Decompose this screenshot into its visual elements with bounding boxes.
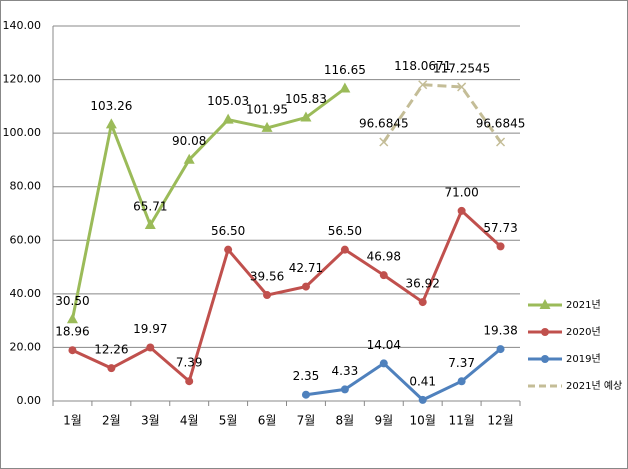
data-label: 42.71 xyxy=(289,261,323,275)
marker xyxy=(496,242,505,251)
y-tick-label: 20.00 xyxy=(10,340,42,353)
x-tick-label: 9월 xyxy=(374,414,393,428)
data-label: 14.04 xyxy=(367,338,401,352)
marker xyxy=(66,313,78,324)
marker xyxy=(107,364,116,373)
marker xyxy=(418,395,427,404)
data-label: 103.26 xyxy=(90,99,132,113)
x-tick-label: 3월 xyxy=(141,414,160,428)
marker xyxy=(300,111,312,122)
y-tick-label: 140.00 xyxy=(3,19,42,32)
y-tick-label: 120.00 xyxy=(3,73,42,86)
legend-label: 2019년 xyxy=(566,353,601,365)
data-label: 56.50 xyxy=(211,224,245,238)
data-label: 46.98 xyxy=(367,250,401,264)
data-label: 36.92 xyxy=(406,277,440,291)
y-tick-label: 80.00 xyxy=(10,180,42,193)
x-tick-label: 7월 xyxy=(297,414,316,428)
data-label: 57.73 xyxy=(483,221,517,235)
marker xyxy=(263,291,272,300)
marker xyxy=(379,359,388,368)
x-tick-label: 11월 xyxy=(448,414,474,428)
series-line xyxy=(70,87,346,320)
data-label: 30.50 xyxy=(55,294,89,308)
y-tick-label: 100.00 xyxy=(3,126,42,139)
series-line xyxy=(305,347,502,402)
marker xyxy=(105,118,117,129)
marker xyxy=(68,346,77,355)
data-label: 65.71 xyxy=(133,199,167,213)
marker xyxy=(379,137,389,147)
data-label: 105.83 xyxy=(285,92,327,106)
legend-label: 2020년 xyxy=(566,326,601,338)
data-label: 90.08 xyxy=(172,134,206,148)
data-label: 7.37 xyxy=(448,356,475,370)
marker xyxy=(339,82,351,93)
marker xyxy=(418,80,428,90)
data-label: 56.50 xyxy=(328,224,362,238)
data-label: 105.03 xyxy=(207,94,249,108)
x-tick-label: 4월 xyxy=(180,414,199,428)
data-label: 7.39 xyxy=(176,356,203,370)
marker xyxy=(146,343,155,352)
data-label: 2.35 xyxy=(293,369,320,383)
marker xyxy=(539,299,551,309)
data-label: 12.26 xyxy=(94,343,128,357)
data-label: 96.6845 xyxy=(476,117,526,131)
marker xyxy=(457,82,467,92)
data-label: 19.97 xyxy=(133,322,167,336)
marker xyxy=(457,206,466,215)
marker xyxy=(301,282,310,291)
data-label: 118.0671 xyxy=(394,59,451,73)
x-tick-label: 6월 xyxy=(258,414,277,428)
data-label: 117.2545 xyxy=(433,61,490,75)
x-tick-label: 5월 xyxy=(219,414,238,428)
data-label: 39.56 xyxy=(250,270,284,284)
marker xyxy=(261,121,273,132)
legend-label: 2021년 xyxy=(566,299,601,311)
x-tick-label: 8월 xyxy=(336,414,355,428)
marker xyxy=(144,218,156,229)
series-line xyxy=(71,208,502,384)
data-label: 116.65 xyxy=(324,63,366,77)
marker xyxy=(541,328,549,336)
marker xyxy=(340,245,349,254)
marker xyxy=(457,377,466,386)
marker xyxy=(379,271,388,280)
data-label: 4.33 xyxy=(332,364,359,378)
legend-label: 2021년 예상 xyxy=(566,380,622,392)
x-tick-label: 12월 xyxy=(487,414,513,428)
y-tick-label: 60.00 xyxy=(10,233,42,246)
x-tick-label: 2월 xyxy=(102,414,121,428)
marker xyxy=(340,385,349,394)
marker xyxy=(541,355,549,363)
data-label: 96.6845 xyxy=(359,117,409,131)
marker xyxy=(496,345,505,354)
y-tick-label: 40.00 xyxy=(10,287,42,300)
data-label: 0.41 xyxy=(409,374,436,388)
data-label: 101.95 xyxy=(246,102,288,116)
marker xyxy=(185,377,194,386)
marker xyxy=(222,113,234,124)
x-tick-label: 1월 xyxy=(63,414,82,428)
marker xyxy=(496,137,506,147)
series-line xyxy=(382,83,502,143)
y-tick-label: 0.00 xyxy=(17,394,42,407)
marker xyxy=(301,390,310,399)
marker xyxy=(418,298,427,307)
data-label: 19.38 xyxy=(483,324,517,338)
data-label: 18.96 xyxy=(55,325,89,339)
marker xyxy=(224,245,233,254)
x-tick-label: 10월 xyxy=(410,414,436,428)
data-label: 71.00 xyxy=(444,185,478,199)
marker xyxy=(183,153,195,164)
